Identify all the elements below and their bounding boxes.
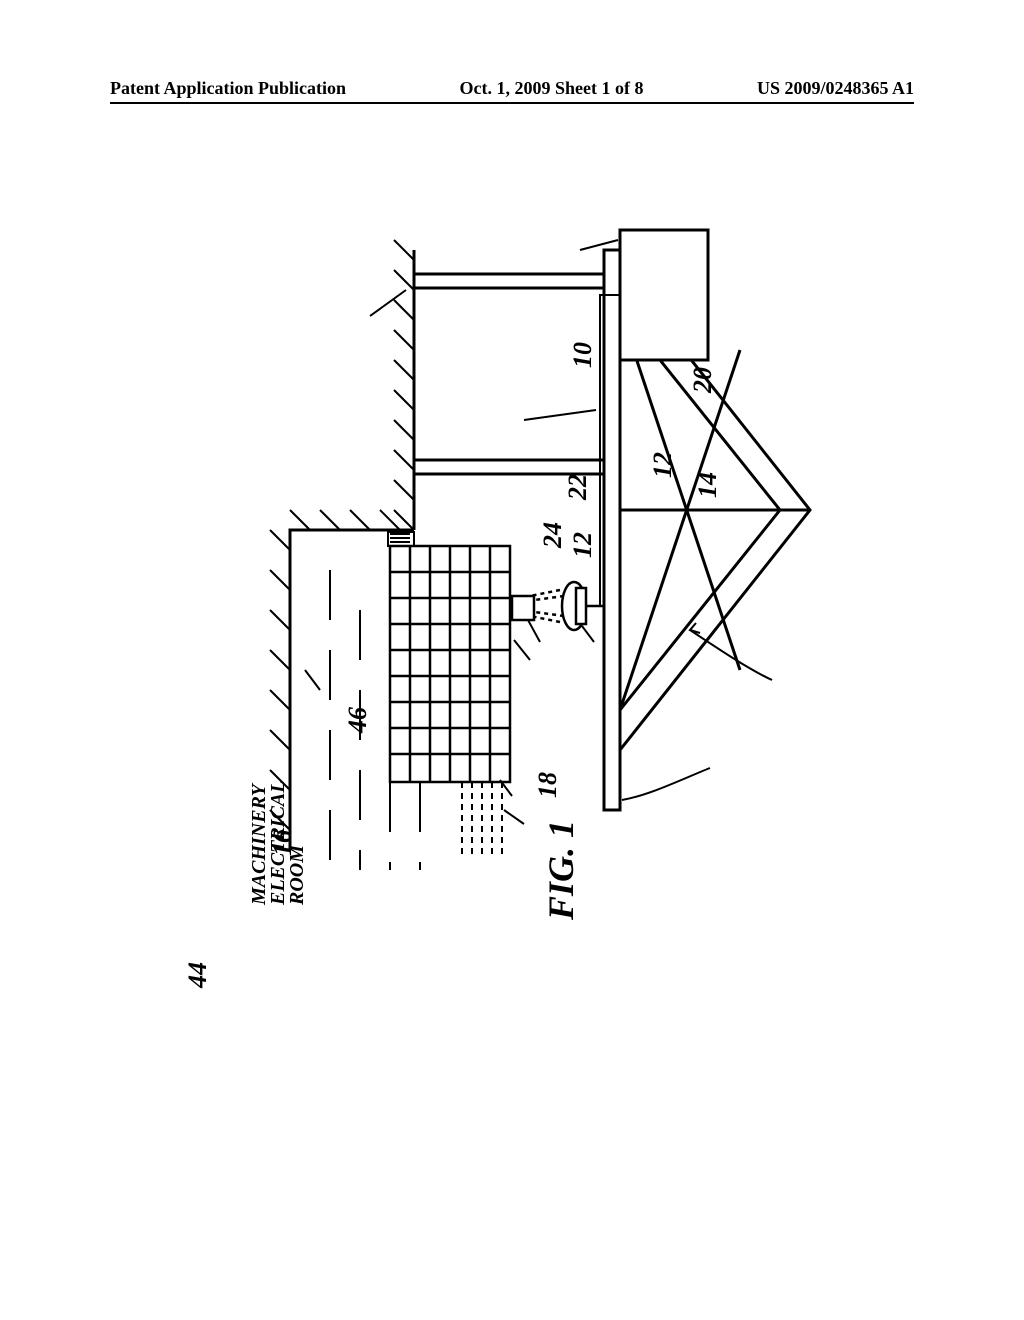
ref-12-b: 12 xyxy=(648,452,678,478)
posts xyxy=(414,274,604,474)
ref-14: 14 xyxy=(693,472,723,498)
ref-24: 24 xyxy=(538,522,568,548)
ref-46: 46 xyxy=(343,707,373,733)
movable-floor-grid xyxy=(390,546,510,782)
lift-mechanism xyxy=(512,582,604,630)
header-left: Patent Application Publication xyxy=(110,78,346,99)
header-right: US 2009/0248365 A1 xyxy=(757,78,914,99)
ref-20: 20 xyxy=(688,367,718,393)
ref-18: 18 xyxy=(533,772,563,798)
ref-12-a: 12 xyxy=(568,532,598,558)
ceiling-slab xyxy=(604,250,620,810)
ground-deck xyxy=(394,240,414,530)
header-center: Oct. 1, 2009 Sheet 1 of 8 xyxy=(460,78,644,99)
patent-figure: FIG. 1 10 20 22 24 12 12 14 18 16 46 44 … xyxy=(170,210,850,1000)
header-rule xyxy=(110,102,914,104)
room-line3: ROOM xyxy=(288,781,307,905)
figure-label: FIG. 1 xyxy=(540,820,582,920)
ref-10: 10 xyxy=(568,342,598,368)
page-header: Patent Application Publication Oct. 1, 2… xyxy=(0,78,1024,99)
machinery-room-box xyxy=(620,230,708,360)
ref-44: 44 xyxy=(183,962,213,988)
ref-22: 22 xyxy=(563,474,593,500)
machinery-room-text: MACHINERY ELECTRICAL ROOM xyxy=(250,781,307,905)
surge-ledge xyxy=(388,532,414,546)
